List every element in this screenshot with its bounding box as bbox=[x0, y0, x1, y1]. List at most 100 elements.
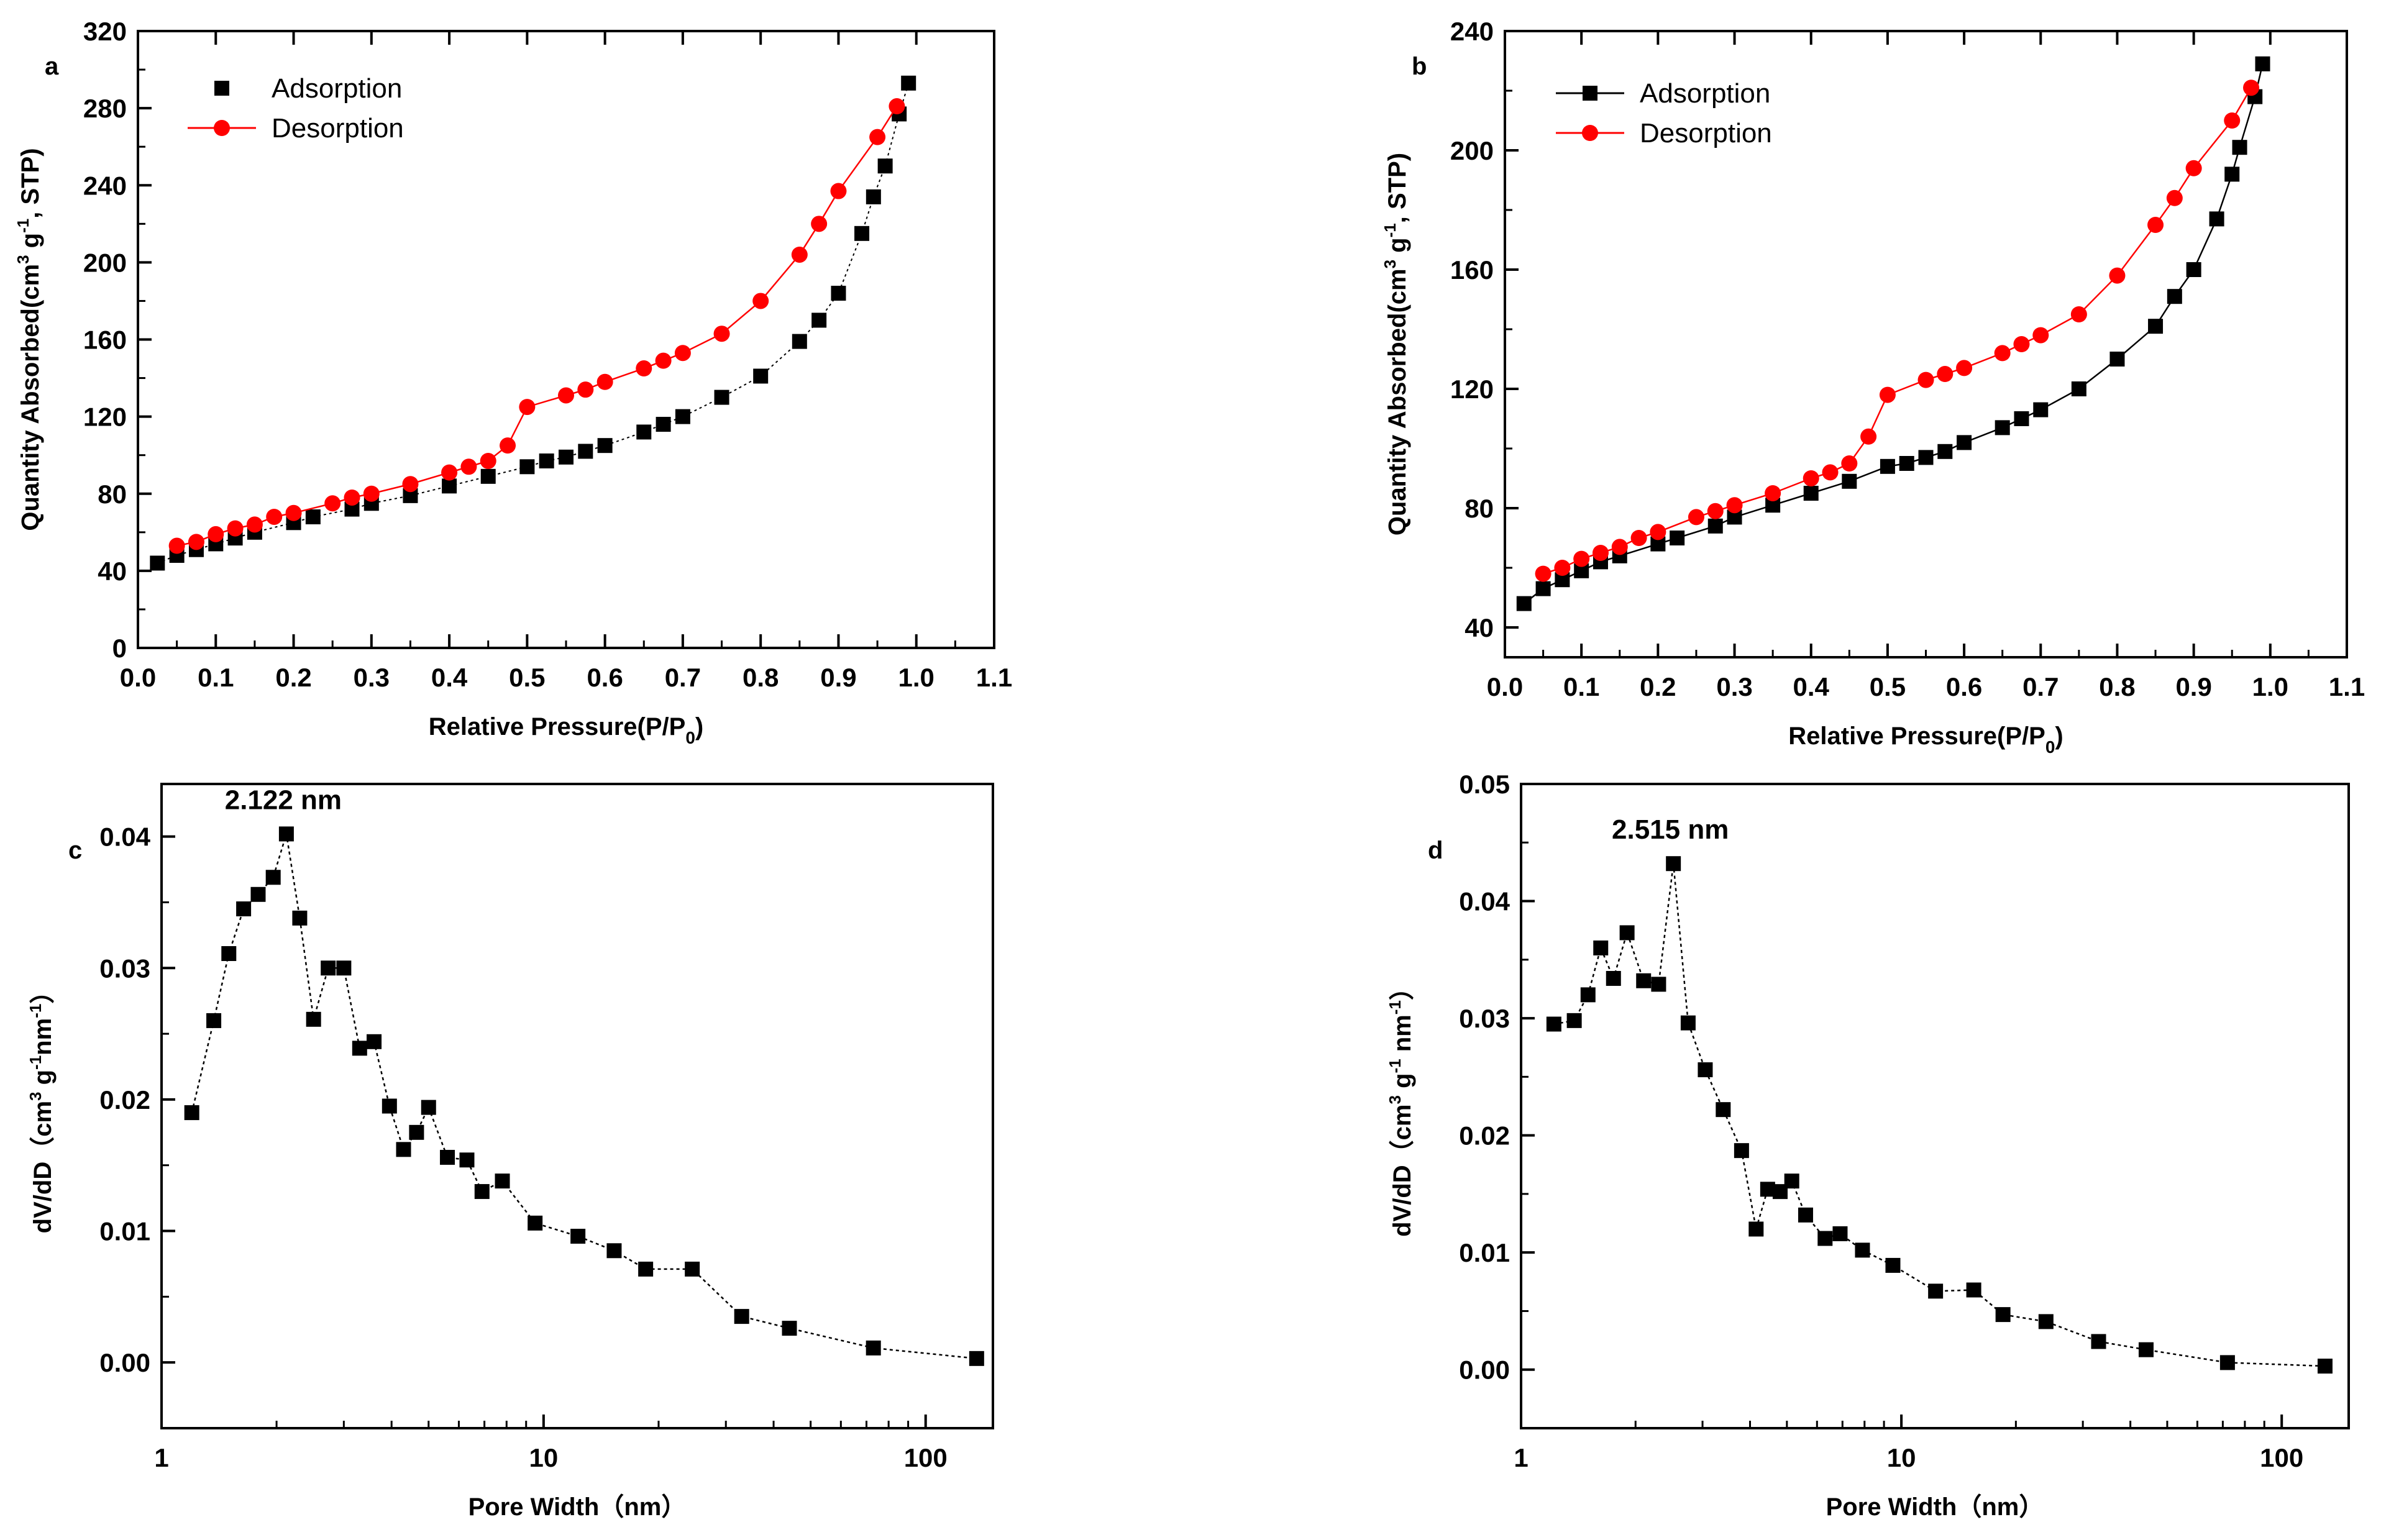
data-point-square bbox=[782, 1321, 797, 1336]
data-point-square bbox=[382, 1098, 397, 1114]
data-point-square bbox=[1666, 856, 1681, 872]
data-point-square bbox=[396, 1142, 411, 1157]
data-point-circle bbox=[344, 489, 360, 506]
x-tick-label: 0.3 bbox=[354, 663, 390, 692]
y-tick-label: 80 bbox=[1465, 494, 1494, 523]
data-point-square bbox=[1651, 977, 1666, 992]
data-point-circle bbox=[208, 526, 224, 542]
data-point-square bbox=[1880, 458, 1895, 474]
y-tick-label: 200 bbox=[1450, 136, 1494, 165]
data-point-circle bbox=[1803, 470, 1819, 486]
chart-panel-c: 1 10 100 0.00 0.01 0.02 0.03 0.04 Pore Width（nm）… bbox=[26, 783, 994, 1521]
data-point-square bbox=[1817, 1231, 1833, 1246]
y-tick-label: 0.03 bbox=[99, 954, 150, 983]
x-axis-title-end: ) bbox=[2055, 722, 2063, 750]
data-point-square bbox=[1734, 1143, 1749, 1159]
data-point-circle bbox=[1994, 345, 2011, 362]
data-point-square bbox=[866, 1340, 881, 1355]
x-axis-title-text: Relative Pressure(P/P bbox=[1788, 722, 2045, 750]
y-tick-label: 0 bbox=[112, 634, 127, 663]
x-axis-title: Pore Width（nm） bbox=[468, 1493, 687, 1521]
data-point-circle bbox=[752, 293, 769, 309]
data-point-square bbox=[442, 478, 457, 494]
data-point-square bbox=[1995, 1307, 2011, 1323]
y-tick-label: 40 bbox=[98, 557, 127, 586]
x-tick-label: 0.6 bbox=[1946, 672, 1982, 701]
legend-marker-square bbox=[1583, 86, 1597, 101]
data-point-square bbox=[421, 1100, 436, 1115]
data-point-square bbox=[528, 1215, 543, 1231]
data-point-square bbox=[831, 286, 846, 301]
data-point-square bbox=[474, 1184, 490, 1200]
y-tick-label: 160 bbox=[1450, 255, 1494, 285]
x-tick-label: 0.5 bbox=[1870, 672, 1906, 701]
plot-frame bbox=[1520, 783, 2350, 1429]
data-point-square bbox=[2167, 289, 2182, 304]
legend-marker-circle bbox=[214, 120, 230, 136]
x-tick-label: 0.6 bbox=[587, 663, 623, 692]
data-point-square bbox=[606, 1243, 622, 1259]
data-point-circle bbox=[655, 352, 672, 369]
data-point-circle bbox=[889, 98, 905, 115]
x-tick-label: 0.8 bbox=[743, 663, 779, 692]
data-point-circle bbox=[500, 437, 516, 454]
y-axis-title-sup: 3 bbox=[1386, 1095, 1404, 1104]
legend-label: Desorption bbox=[272, 113, 404, 144]
data-point-circle bbox=[1707, 503, 1724, 519]
data-point-circle bbox=[363, 485, 380, 502]
data-point-square bbox=[1928, 1283, 1944, 1299]
data-point-square bbox=[292, 910, 308, 926]
data-point-circle bbox=[246, 516, 263, 533]
data-point-square bbox=[367, 1034, 382, 1049]
data-point-square bbox=[1566, 1013, 1582, 1028]
data-point-square bbox=[1885, 1257, 1901, 1273]
data-point-circle bbox=[188, 534, 204, 550]
data-point-square bbox=[1966, 1282, 1981, 1298]
y-axis-title-text: g bbox=[29, 1070, 57, 1092]
x-axis-title-sub: 0 bbox=[2045, 737, 2055, 757]
data-point-square bbox=[1670, 531, 1685, 545]
x-tick-label: 1.1 bbox=[976, 663, 1012, 692]
data-point-circle bbox=[1650, 524, 1666, 540]
x-tick-label: 0.2 bbox=[1640, 672, 1676, 701]
panel-label: b bbox=[1412, 53, 1427, 80]
data-point-square bbox=[2186, 262, 2201, 277]
data-point-square bbox=[792, 334, 807, 349]
data-point-circle bbox=[1726, 497, 1743, 514]
y-tick-label: 0.04 bbox=[1459, 887, 1510, 916]
data-point-circle bbox=[227, 520, 244, 537]
data-point-square bbox=[2038, 1314, 2054, 1329]
y-axis-title-text: g bbox=[1389, 1073, 1416, 1096]
data-point-circle bbox=[441, 464, 458, 481]
y-axis-title-sup: -1 bbox=[26, 1004, 45, 1018]
data-point-square bbox=[1698, 1062, 1713, 1078]
series-line bbox=[176, 106, 898, 547]
data-point-square bbox=[1680, 1015, 1696, 1031]
x-axis-title: Pore Width（nm） bbox=[1826, 1493, 2044, 1521]
data-point-square bbox=[2255, 56, 2270, 71]
series-line bbox=[1543, 87, 2252, 575]
data-point-square bbox=[1957, 435, 1972, 450]
panel-label: d bbox=[1428, 837, 1443, 864]
data-point-square bbox=[1546, 1016, 1561, 1032]
data-point-square bbox=[184, 1105, 199, 1121]
y-tick-label: 320 bbox=[83, 17, 127, 46]
chart-panel-b: 0.0 0.1 0.2 0.3 0.4 0.5 0.6 0.7 0.8 0.9 1.0 1.1 40 80… bbox=[1381, 17, 2365, 757]
data-point-square bbox=[236, 901, 252, 917]
data-point-circle bbox=[2013, 336, 2030, 352]
y-axis-title-sup: 3 bbox=[26, 1091, 45, 1100]
data-point-circle bbox=[1937, 366, 1954, 382]
data-point-circle bbox=[1765, 485, 1781, 501]
data-point-square bbox=[734, 1309, 749, 1324]
y-axis-title-text: dV/dD（cm bbox=[29, 1101, 57, 1233]
data-point-square bbox=[2033, 402, 2049, 417]
data-point-square bbox=[539, 453, 554, 468]
data-point-square bbox=[1535, 581, 1551, 596]
y-axis-title-sup: -1 bbox=[26, 1055, 45, 1070]
data-point-square bbox=[321, 960, 336, 976]
data-point-circle bbox=[266, 508, 283, 525]
data-point-square bbox=[206, 1013, 222, 1028]
data-point-circle bbox=[168, 537, 185, 554]
data-point-square bbox=[811, 312, 827, 328]
data-point-square bbox=[265, 870, 281, 885]
